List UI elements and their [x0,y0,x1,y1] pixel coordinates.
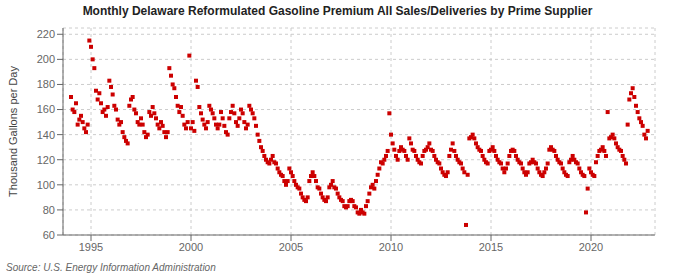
svg-text:2015: 2015 [479,241,503,253]
svg-text:180: 180 [37,78,55,90]
svg-text:2005: 2005 [279,241,303,253]
svg-text:140: 140 [37,129,55,141]
svg-text:1995: 1995 [79,241,103,253]
svg-text:80: 80 [43,204,55,216]
svg-text:160: 160 [37,103,55,115]
svg-text:2020: 2020 [579,241,603,253]
html-text:Monthly Delaware Reformulated: Monthly Delaware Reformulated Gasoline P… [82,4,593,18]
svg-text:120: 120 [37,154,55,166]
html-text:Source: U.S. Energy Informatio: Source: U.S. Energy Information Administ… [6,262,216,273]
svg-text:60: 60 [43,229,55,241]
svg-text:Thousand Gallons per Day: Thousand Gallons per Day [7,66,19,197]
svg-text:200: 200 [37,53,55,65]
svg-text:100: 100 [37,179,55,191]
svg-text:220: 220 [37,28,55,40]
svg-text:2000: 2000 [179,241,203,253]
svg-text:2010: 2010 [379,241,403,253]
